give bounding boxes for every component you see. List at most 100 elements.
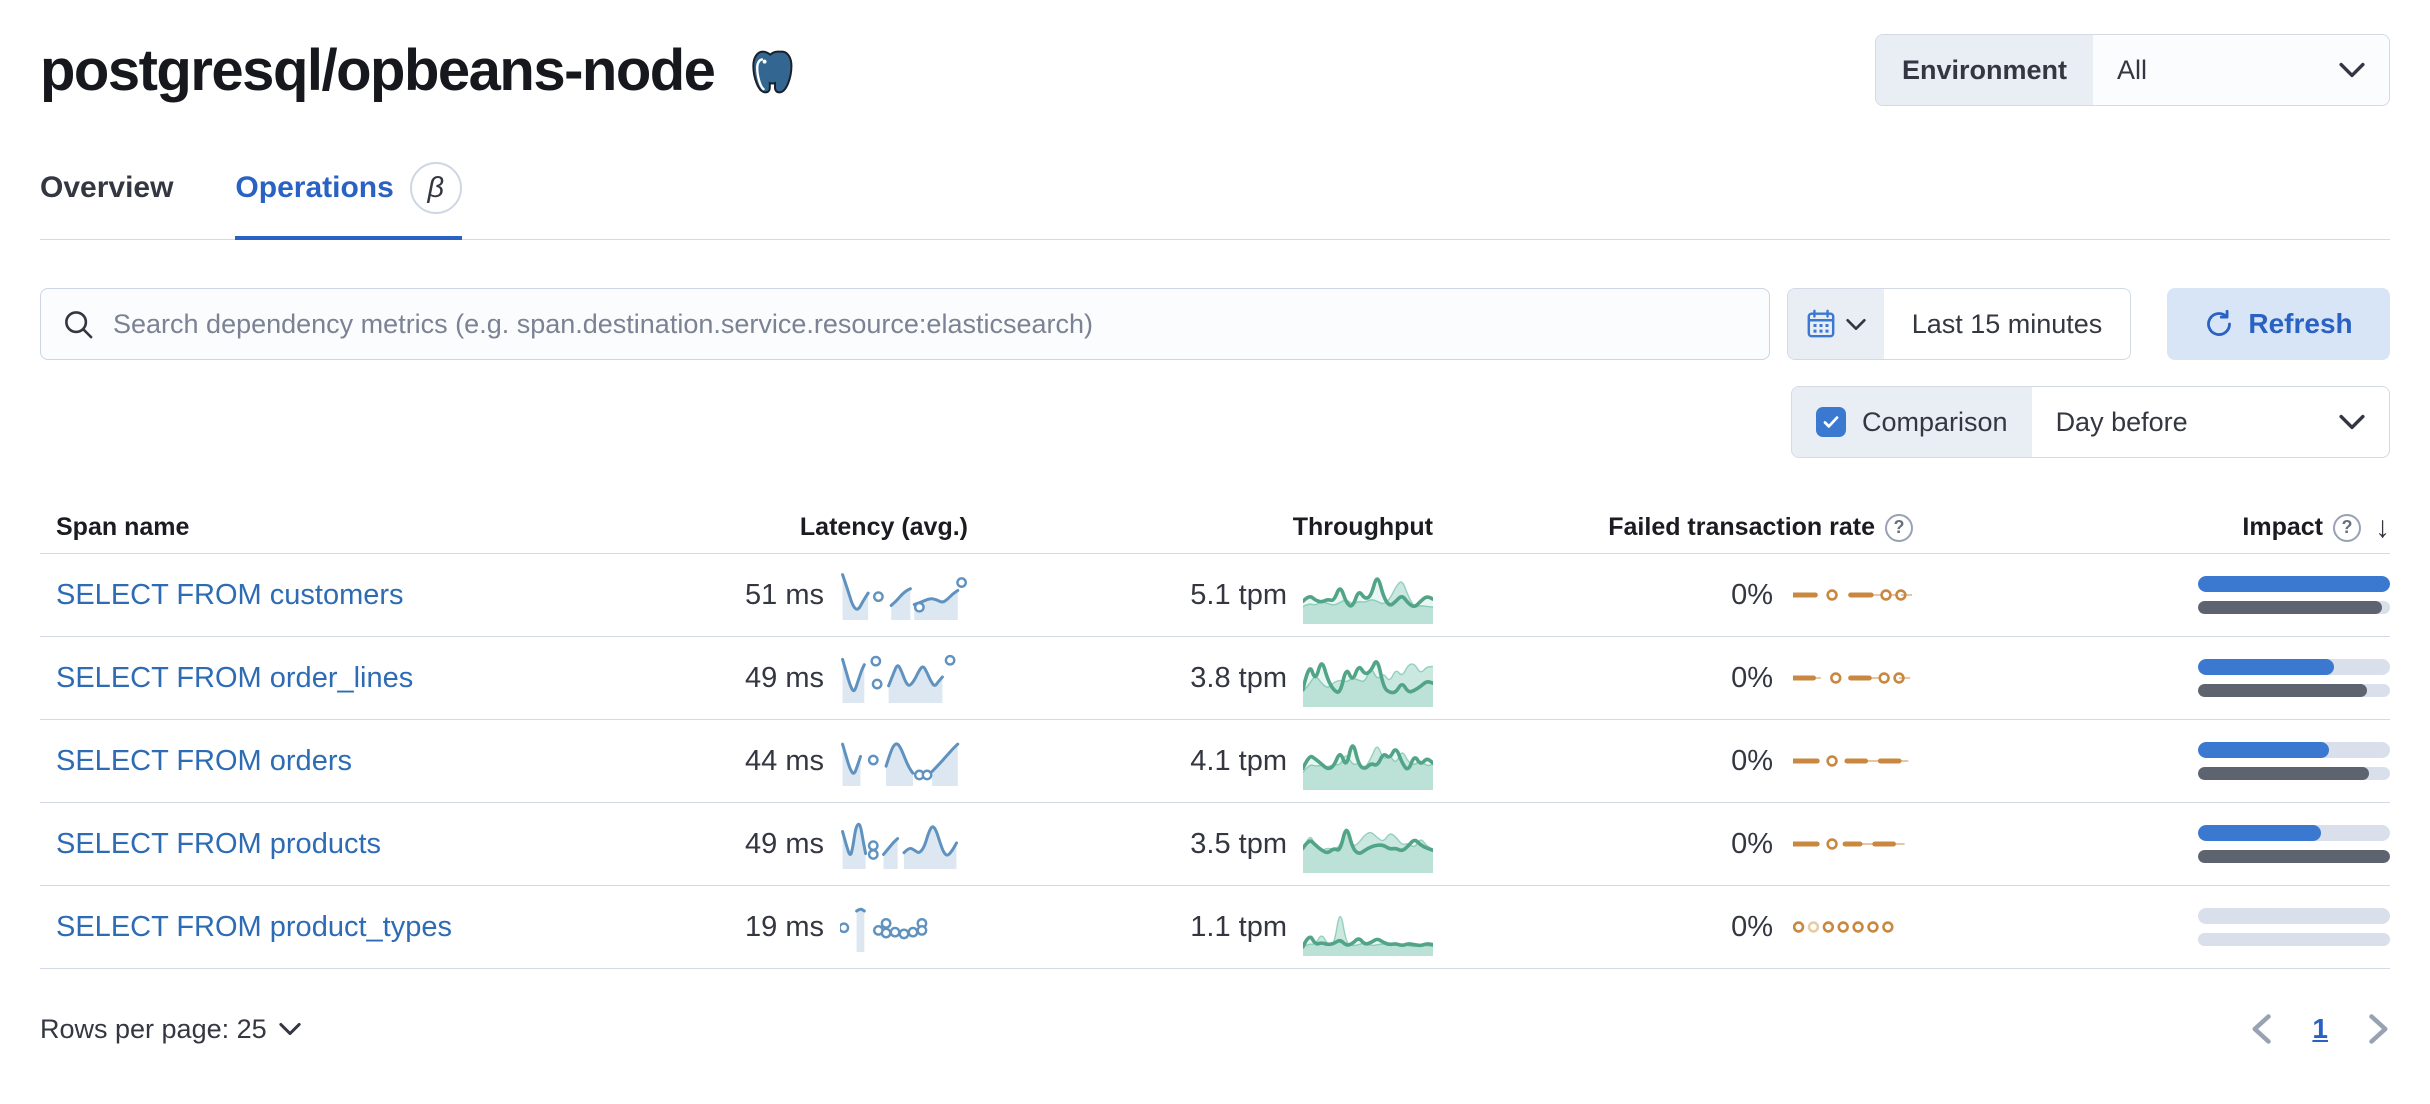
failed-rate-cell: 0% bbox=[1433, 828, 1913, 861]
impact-bars bbox=[2198, 742, 2390, 780]
latency-sparkline bbox=[841, 742, 960, 786]
latency-sparkline bbox=[840, 907, 928, 952]
comparison-selected-value: Day before bbox=[2055, 406, 2188, 437]
impact-bar-previous bbox=[2198, 601, 2383, 614]
latency-value: 49 ms bbox=[745, 661, 824, 694]
failed-rate-sparkline bbox=[1793, 672, 1911, 684]
throughput-cell: 3.8 tpm bbox=[968, 648, 1433, 708]
impact-bar-current bbox=[2198, 742, 2329, 758]
tab-operations[interactable]: Operations β bbox=[235, 162, 462, 240]
comparison-select[interactable]: Day before bbox=[2032, 387, 2389, 457]
environment-selected-value: All bbox=[2117, 54, 2148, 85]
chevron-down-icon bbox=[2339, 414, 2365, 430]
header-failed-rate-label: Failed transaction rate bbox=[1608, 513, 1875, 541]
span-name-link[interactable]: SELECT FROM order_lines bbox=[56, 661, 414, 694]
impact-previous-track bbox=[2198, 933, 2390, 946]
date-picker-calendar-button[interactable] bbox=[1788, 289, 1884, 359]
span-name-link[interactable]: SELECT FROM products bbox=[56, 827, 382, 860]
span-name-cell: SELECT FROM order_lines bbox=[40, 662, 618, 695]
title-wrap: postgresql/opbeans-node bbox=[40, 37, 796, 104]
header-throughput-label: Throughput bbox=[1292, 513, 1433, 541]
table-footer: Rows per page: 25 1 bbox=[40, 999, 2390, 1059]
latency-value: 19 ms bbox=[745, 910, 824, 943]
latency-cell: 49 ms bbox=[618, 651, 968, 705]
failed-rate-value: 0% bbox=[1731, 910, 1773, 943]
throughput-sparkline bbox=[1303, 577, 1433, 624]
failed-rate-sparkline bbox=[1793, 838, 1905, 850]
throughput-sparkline bbox=[1303, 660, 1433, 707]
table-row: SELECT FROM customers 51 ms 5.1 tpm 0% bbox=[40, 554, 2390, 637]
header-impact[interactable]: Impact ? ↓ bbox=[1913, 511, 2390, 545]
comparison-toggle[interactable]: Comparison bbox=[1792, 387, 2032, 457]
operations-table: Span name Latency (avg.) Throughput Fail… bbox=[40, 502, 2390, 969]
sort-desc-arrow-icon: ↓ bbox=[2375, 510, 2390, 544]
page-number-1[interactable]: 1 bbox=[2312, 1013, 2328, 1044]
impact-cell bbox=[1913, 825, 2390, 863]
header-impact-label: Impact bbox=[2242, 513, 2323, 541]
span-name-link[interactable]: SELECT FROM product_types bbox=[56, 910, 452, 943]
environment-select[interactable]: Environment All bbox=[1875, 34, 2390, 106]
chevron-down-icon bbox=[1846, 318, 1866, 330]
span-name-link[interactable]: SELECT FROM orders bbox=[56, 744, 352, 777]
failed-rate-value: 0% bbox=[1731, 661, 1773, 694]
failed-rate-cell: 0% bbox=[1433, 662, 1913, 695]
latency-cell: 49 ms bbox=[618, 817, 968, 871]
comparison-box: Comparison Day before bbox=[1791, 386, 2390, 458]
impact-cell bbox=[1913, 659, 2390, 697]
impact-previous-track bbox=[2198, 684, 2390, 697]
throughput-sparkline bbox=[1303, 828, 1433, 873]
span-name-link[interactable]: SELECT FROM customers bbox=[56, 578, 404, 611]
search-input[interactable] bbox=[111, 307, 1747, 341]
failed-rate-sparkline bbox=[1793, 921, 1894, 933]
table-header: Span name Latency (avg.) Throughput Fail… bbox=[40, 502, 2390, 554]
previous-page-button[interactable] bbox=[2250, 1014, 2272, 1044]
next-page-button[interactable] bbox=[2368, 1014, 2390, 1044]
impact-cell bbox=[1913, 908, 2390, 946]
rows-per-page-button[interactable]: Rows per page: 25 bbox=[40, 1014, 301, 1045]
throughput-sparkline bbox=[1303, 744, 1433, 790]
impact-bar-current bbox=[2198, 576, 2390, 592]
help-icon: ? bbox=[2333, 513, 2361, 542]
table-body: SELECT FROM customers 51 ms 5.1 tpm 0% S… bbox=[40, 554, 2390, 969]
page-title: postgresql/opbeans-node bbox=[40, 37, 716, 103]
chevron-left-icon bbox=[2252, 1014, 2272, 1044]
impact-current-track bbox=[2198, 825, 2390, 841]
throughput-value: 3.5 tpm bbox=[1190, 827, 1287, 860]
throughput-sparkline bbox=[1303, 915, 1433, 956]
impact-bar-previous bbox=[2198, 684, 2367, 697]
page-header: postgresql/opbeans-node Environment All bbox=[40, 28, 2390, 112]
tab-operations-label: Operations bbox=[235, 171, 394, 204]
beta-badge: β bbox=[409, 162, 462, 214]
latency-sparkline bbox=[841, 573, 968, 620]
failed-rate-cell: 0% bbox=[1433, 579, 1913, 612]
throughput-value: 5.1 tpm bbox=[1190, 578, 1287, 611]
comparison-checkbox[interactable] bbox=[1816, 407, 1846, 437]
tab-bar: Overview Operations β bbox=[40, 162, 2390, 240]
chevron-right-icon bbox=[2369, 1014, 2388, 1044]
environment-value[interactable]: All bbox=[2093, 35, 2389, 105]
table-row: SELECT FROM product_types 19 ms 1.1 tpm … bbox=[40, 886, 2390, 969]
header-throughput[interactable]: Throughput bbox=[968, 513, 1433, 542]
impact-bar-previous bbox=[2198, 767, 2369, 780]
header-failed-rate[interactable]: Failed transaction rate ? bbox=[1433, 513, 1913, 542]
impact-bars bbox=[2198, 908, 2390, 946]
impact-bars bbox=[2198, 659, 2390, 697]
latency-value: 44 ms bbox=[745, 744, 824, 777]
throughput-cell: 4.1 tpm bbox=[968, 731, 1433, 791]
refresh-button[interactable]: Refresh bbox=[2167, 288, 2390, 360]
table-row: SELECT FROM order_lines 49 ms 3.8 tpm 0% bbox=[40, 637, 2390, 720]
header-latency[interactable]: Latency (avg.) bbox=[618, 513, 968, 542]
throughput-value: 3.8 tpm bbox=[1190, 661, 1287, 694]
dependency-operations-page: postgresql/opbeans-node Environment All … bbox=[40, 28, 2390, 1059]
time-range-button[interactable]: Last 15 minutes bbox=[1911, 308, 2103, 339]
failed-rate-cell: 0% bbox=[1433, 911, 1913, 944]
impact-current-track bbox=[2198, 908, 2390, 924]
impact-previous-track bbox=[2198, 850, 2390, 863]
tab-overview[interactable]: Overview bbox=[40, 162, 173, 240]
failed-rate-cell: 0% bbox=[1433, 745, 1913, 778]
impact-bar-current bbox=[2198, 659, 2335, 675]
impact-current-track bbox=[2198, 742, 2390, 758]
refresh-label: Refresh bbox=[2248, 308, 2353, 339]
span-name-cell: SELECT FROM orders bbox=[40, 745, 618, 778]
impact-previous-track bbox=[2198, 601, 2390, 614]
